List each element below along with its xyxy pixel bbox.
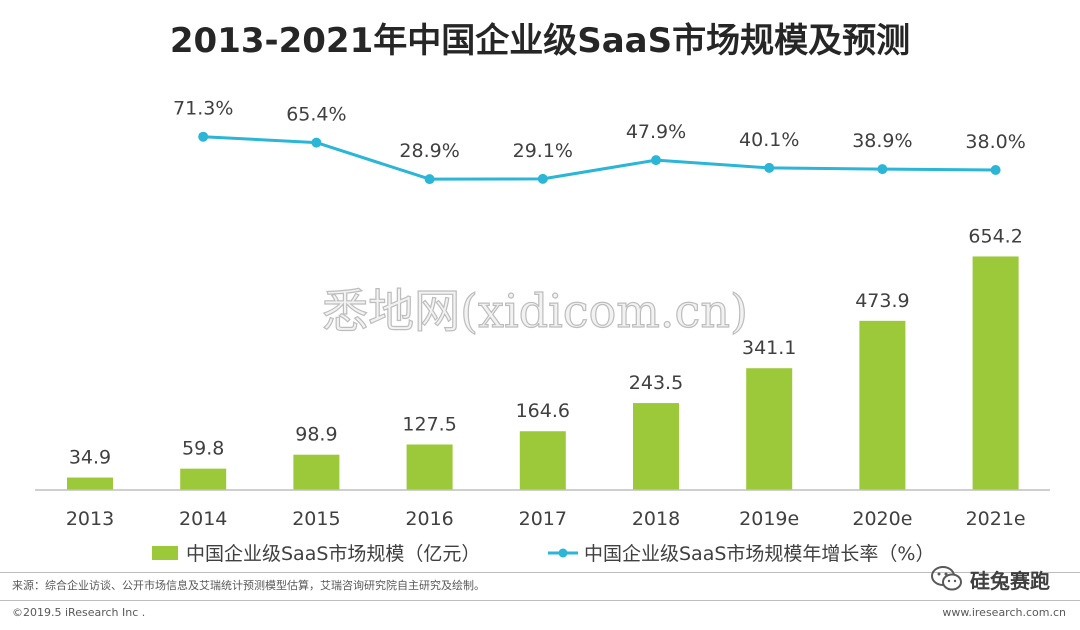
market-size-series: 34.9 59.8 98.9 127.5 164.6 243.5 341.1 473.9 654… [67,225,1023,490]
x-tick-label: 2021e [966,508,1026,530]
growth-rate-point [764,162,775,173]
bar-value-label: 243.5 [629,372,683,394]
bar [406,444,453,490]
x-tick-label: 2016 [405,508,453,530]
bar [180,468,227,490]
x-tick-label: 2017 [519,508,567,530]
wechat-badge: 硅兔赛跑 [930,562,1050,596]
bar [293,454,340,490]
growth-rate-point [424,174,435,185]
website-link[interactable]: www.iresearch.com.cn [942,606,1066,619]
growth-rate-point [198,131,209,142]
growth-rate-label: 65.4% [286,104,346,126]
x-tick-label: 2013 [66,508,114,530]
growth-rate-label: 29.1% [513,140,573,162]
bar [633,403,679,490]
bar-value-label: 34.9 [69,447,111,469]
bar [859,320,906,490]
x-tick-label: 2014 [179,508,227,530]
x-tick-label: 2020e [852,508,912,530]
legend-swatch-marker [558,548,568,558]
growth-rate-series: 71.3% 65.4% 28.9% 29.1% 47.9% 40.1% 38.9% 38.0% [173,98,1026,185]
bar-value-label: 473.9 [855,290,909,312]
growth-rate-point [651,155,661,166]
bar [972,256,1019,490]
x-tick-label: 2018 [632,508,680,530]
bar [519,431,566,490]
footer-divider-top [0,572,1080,573]
copyright-text: ©2019.5 iResearch Inc . [12,606,146,619]
legend-label-bar: 中国企业级SaaS市场规模（亿元） [186,543,480,565]
legend-label-line: 中国企业级SaaS市场规模年增长率（%） [584,543,934,565]
bar-value-label: 98.9 [295,424,337,446]
x-axis-ticks: 2013 2014 2015 2016 2017 2018 2019e 2020e 2021e [66,508,1026,530]
chart-title: 2013-2021年中国企业级SaaS市场规模及预测 [170,21,910,61]
growth-rate-line [203,135,996,181]
bar-value-label: 341.1 [742,337,796,359]
badge-text: 硅兔赛跑 [970,568,1050,593]
footer-divider-bottom [0,600,1080,601]
growth-rate-label: 71.3% [173,98,233,120]
bar-value-label: 127.5 [402,413,456,435]
growth-rate-label: 38.0% [965,131,1025,153]
legend-swatch-bar [152,546,178,560]
source-note: 来源：综合企业访谈、公开市场信息及艾瑞统计预测模型估算，艾瑞咨询研究院自主研究及… [12,579,485,592]
bar-value-label: 59.8 [182,438,224,460]
growth-rate-label: 47.9% [626,121,686,143]
bar-value-label: 654.2 [968,225,1022,247]
watermark: 悉地网(xidicom.cn) [322,284,748,338]
legend: 中国企业级SaaS市场规模（亿元） 中国企业级SaaS市场规模年增长率（%） [152,543,934,565]
bar [67,477,113,490]
bar-value-label: 164.6 [516,400,570,422]
growth-rate-point [990,165,1001,175]
wechat-icon [931,566,962,591]
growth-rate-label: 38.9% [852,130,912,152]
bar [746,368,793,490]
growth-rate-point [877,164,888,175]
x-tick-label: 2015 [292,508,340,530]
growth-rate-label: 28.9% [399,140,459,162]
growth-rate-point [537,173,548,184]
x-tick-label: 2019e [739,508,799,530]
growth-rate-label: 40.1% [739,129,799,151]
growth-rate-point [311,137,322,148]
